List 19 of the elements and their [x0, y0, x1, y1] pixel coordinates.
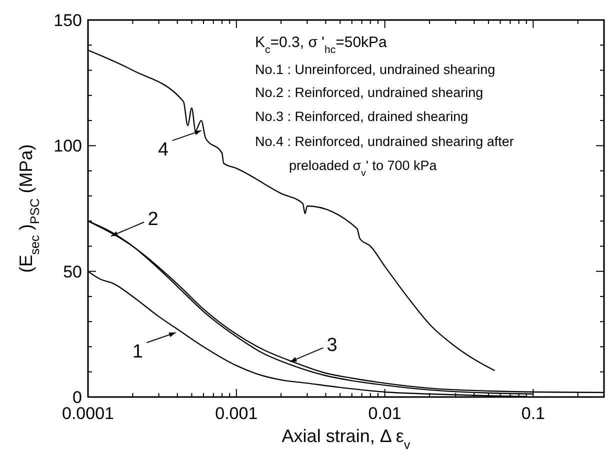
annotation: No.3 : Reinforced, drained shearing: [255, 109, 468, 124]
annotation: 1: [132, 342, 143, 363]
annotation: No.1 : Unreinforced, undrained shearing: [255, 62, 496, 77]
annotation: 4: [158, 140, 170, 161]
annotation: No.2 : Reinforced, undrained shearing: [255, 85, 484, 100]
x-tick-label: 0.001: [215, 404, 258, 423]
x-axis-title: Axial strain, Δ ε$_{v}$: [282, 426, 411, 452]
x-tick-label: 0.01: [368, 404, 402, 423]
y-tick-label: 50: [63, 262, 82, 282]
x-tick-label: 0.1: [521, 404, 546, 423]
x-tick-label: 0.0001: [62, 404, 114, 423]
annotation: preloaded σ$_{v}$' to 700 kPa: [289, 158, 438, 178]
annotation: 3: [326, 334, 338, 356]
annotation: K$_{c}$=0.3, σ '$_{hc}$=50kPa: [255, 34, 388, 56]
y-tick-label: 0: [72, 388, 82, 407]
y-tick-label: 150: [54, 11, 82, 30]
annotation: 2: [148, 209, 158, 230]
annotation: No.4 : Reinforced, undrained shearing after: [255, 134, 514, 149]
y-tick-label: 100: [54, 136, 82, 156]
